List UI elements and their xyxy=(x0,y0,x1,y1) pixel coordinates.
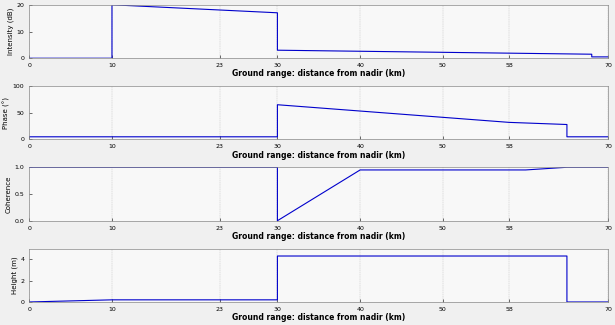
X-axis label: Ground range: distance from nadir (km): Ground range: distance from nadir (km) xyxy=(232,232,405,241)
X-axis label: Ground range: distance from nadir (km): Ground range: distance from nadir (km) xyxy=(232,70,405,78)
X-axis label: Ground range: distance from nadir (km): Ground range: distance from nadir (km) xyxy=(232,313,405,322)
Y-axis label: Coherence: Coherence xyxy=(6,175,12,213)
Y-axis label: Height (m): Height (m) xyxy=(11,256,18,294)
Y-axis label: Intensity (dB): Intensity (dB) xyxy=(7,8,14,55)
Y-axis label: Phase (°): Phase (°) xyxy=(3,97,10,129)
X-axis label: Ground range: distance from nadir (km): Ground range: distance from nadir (km) xyxy=(232,151,405,160)
